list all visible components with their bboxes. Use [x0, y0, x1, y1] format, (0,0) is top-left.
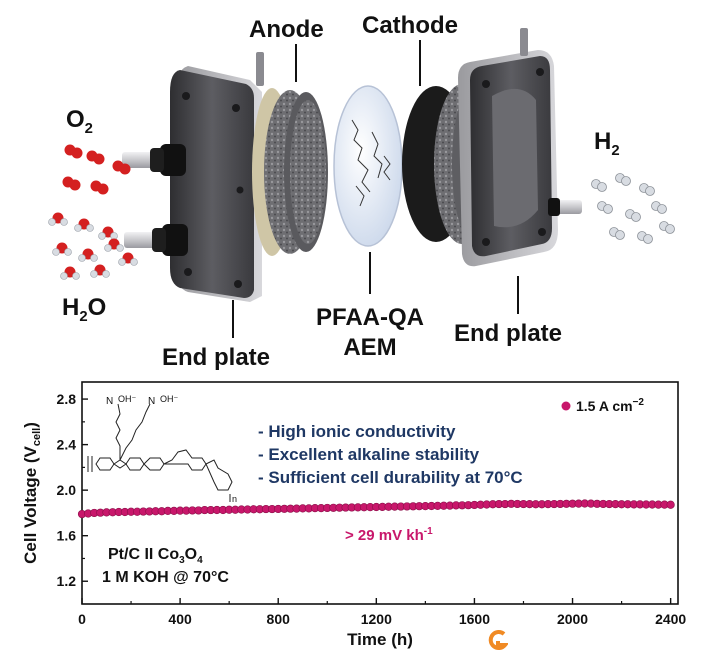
aem-cell-exploded-diagram [48, 28, 675, 338]
legend: 1.5 A cm−2 [561, 397, 644, 414]
end-plate-right-label: End plate [454, 320, 563, 347]
o2-molecule [62, 176, 81, 191]
membrane-label: PFAA-QA AEM [316, 304, 424, 361]
h2o-molecule [98, 226, 118, 240]
x-tick-label: 400 [168, 611, 192, 627]
bullet-2: - Excellent alkaline stability [258, 445, 480, 464]
left-end-plate [170, 52, 264, 302]
h2o-molecule [78, 248, 98, 262]
y-tick-label: 2.0 [57, 482, 77, 498]
struct-oh-2: OH⁻ [160, 394, 179, 404]
o2-label: O2 [66, 106, 93, 137]
x-tick-label: 0 [78, 611, 86, 627]
h2-molecule [651, 201, 667, 214]
decay-rate-annotation: > 29 mV kh-1 [345, 526, 433, 544]
leader-lines [232, 40, 519, 338]
x-tick-label: 1200 [361, 611, 392, 627]
h2o-molecule [60, 266, 80, 280]
h2-molecule [639, 183, 655, 196]
end-plate-left-label: End plate [162, 344, 271, 371]
durability-chart: 0 400 800 1200 1600 2000 2400 1.21.62.02.42.8 … [21, 381, 686, 649]
svg-text:Cell Voltage (Vcell): Cell Voltage (Vcell) [21, 422, 43, 564]
data-point [666, 500, 675, 509]
legend-marker [561, 401, 571, 411]
x-axis-label: Time (h) [347, 630, 413, 649]
legend-label: 1.5 A cm−2 [576, 397, 644, 414]
pfaa-qa-structure [87, 403, 233, 502]
anode-label: Anode [249, 16, 324, 43]
cathode-label: Cathode [362, 12, 458, 39]
x-tick-label: 1600 [459, 611, 490, 627]
conditions-annotation: 1 M KOH @ 70°C [102, 569, 229, 586]
h2-molecule [625, 209, 641, 222]
h2-molecule [591, 179, 607, 192]
y-tick-label: 2.8 [57, 391, 77, 407]
x-tick-label: 800 [267, 611, 291, 627]
h2-molecule [597, 201, 613, 214]
struct-n-plus-2: N [148, 396, 155, 407]
h2o-molecule [48, 212, 68, 226]
o2-molecule [64, 144, 83, 159]
struct-repeat-n: n [232, 494, 237, 504]
hydrogen-molecules [591, 173, 675, 244]
struct-oh-1: OH⁻ [118, 394, 137, 404]
oxygen-molecules [62, 144, 131, 195]
y-tick-label: 2.4 [57, 437, 77, 453]
h2o-molecule [104, 238, 124, 252]
struct-n-plus-1: N [106, 396, 113, 407]
y-axis-label: Cell Voltage (Vcell) [21, 422, 43, 564]
h2-label: H2 [594, 128, 620, 159]
h2-molecule [637, 231, 653, 244]
right-end-plate [458, 28, 582, 267]
plot-frame [81, 381, 679, 605]
h2-molecule [615, 173, 631, 186]
h2-molecule [609, 227, 625, 240]
logo-mark [488, 630, 508, 651]
bullet-3: - Sufficient cell durability at 70°C [258, 468, 523, 487]
x-tick-label: 2400 [655, 611, 686, 627]
h2o-molecule [118, 252, 138, 266]
o2-molecule [112, 160, 131, 175]
anode-layer [252, 88, 328, 256]
y-tick-label: 1.2 [57, 573, 77, 589]
y-axis-ticks: 1.2 1.6 2.0 2.4 2.8 [57, 391, 88, 589]
h2-molecule [659, 221, 675, 234]
h2o-label: H2O [62, 294, 107, 325]
bullet-1: - High ionic conductivity [258, 422, 456, 441]
h2o-molecule [90, 264, 110, 278]
x-axis-ticks: 0 400 800 1200 1600 2000 2400 [78, 598, 686, 627]
y-tick-label: 1.6 [57, 528, 77, 544]
h2o-molecule [52, 242, 72, 256]
data-points [77, 499, 675, 519]
pfaa-qa-membrane [333, 85, 403, 247]
water-molecules [48, 212, 138, 280]
o2-molecule [86, 150, 105, 165]
o2-molecule [90, 180, 109, 195]
catalyst-annotation: Pt/C II Co3O4 [108, 546, 203, 567]
left-inlet-tubes [122, 144, 188, 256]
x-tick-label: 2000 [557, 611, 588, 627]
h2o-molecule [74, 218, 94, 232]
